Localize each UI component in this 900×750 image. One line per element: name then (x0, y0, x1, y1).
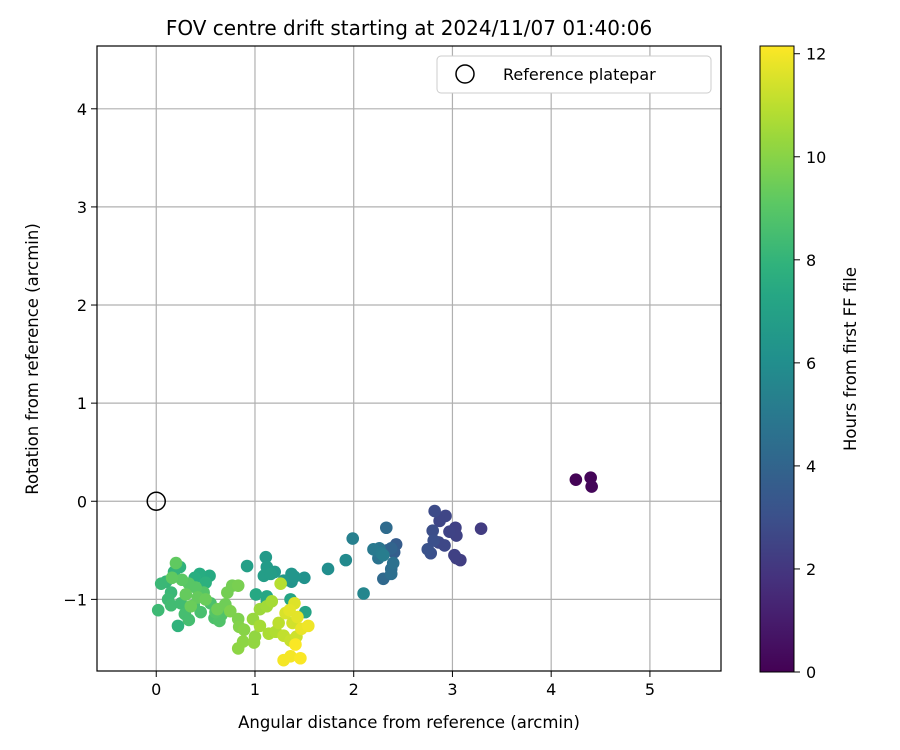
data-point (474, 522, 488, 536)
x-tick-label: 0 (151, 680, 161, 699)
colorbar-tick-label: 4 (806, 457, 816, 476)
data-point (265, 595, 279, 608)
data-point (179, 588, 193, 601)
data-point (421, 543, 435, 556)
data-point (585, 480, 598, 493)
data-point (182, 613, 196, 627)
data-point (184, 599, 198, 613)
data-point (169, 556, 183, 570)
colorbar-ticks: 0 2 4 6 8 10 12 (794, 45, 826, 682)
data-point (384, 567, 398, 581)
x-axis-ticks: 0 1 2 3 4 5 (151, 671, 655, 699)
data-point (199, 593, 212, 606)
x-tick-label: 4 (546, 680, 556, 699)
colorbar-tick-label: 2 (806, 560, 816, 579)
data-point (426, 524, 439, 537)
x-tick-label: 1 (250, 680, 260, 699)
colorbar-tick-label: 12 (806, 45, 826, 64)
data-point (448, 548, 461, 562)
colorbar-tick-label: 10 (806, 148, 826, 167)
y-tick-label: 1 (77, 394, 87, 413)
y-axis-label: Rotation from reference (arcmin) (23, 223, 42, 495)
data-point (427, 534, 440, 547)
legend-marker (455, 64, 475, 84)
data-point (377, 548, 390, 562)
data-point (277, 653, 290, 667)
data-point (301, 619, 315, 633)
chart-title: FOV centre drift starting at 2024/11/07 … (166, 16, 652, 40)
data-point (294, 651, 307, 665)
y-tick-label: 4 (77, 100, 87, 119)
legend: Reference platepar (436, 55, 712, 94)
data-point (249, 588, 263, 601)
data-point (379, 521, 393, 535)
data-point (264, 567, 278, 581)
data-point (194, 605, 207, 619)
data-point (253, 619, 267, 633)
data-point (175, 573, 189, 587)
colorbar-tick-label: 8 (806, 251, 816, 270)
colorbar-tick-label: 6 (806, 354, 816, 373)
x-tick-label: 5 (645, 680, 655, 699)
data-point (428, 504, 441, 518)
data-point (386, 556, 400, 570)
data-point (240, 559, 254, 573)
data-point (443, 525, 456, 538)
data-point (231, 579, 245, 592)
data-point (199, 576, 212, 589)
x-tick-label: 3 (447, 680, 457, 699)
data-point (171, 619, 185, 633)
x-axis-label: Angular distance from reference (arcmin) (238, 713, 580, 732)
data-point (291, 610, 304, 624)
colorbar (759, 45, 795, 673)
plot-frame (96, 45, 722, 672)
data-point (357, 587, 370, 600)
data-point (274, 577, 287, 590)
data-point (223, 604, 237, 618)
data-point (272, 616, 285, 630)
data-point (236, 635, 250, 648)
x-tick-label: 2 (349, 680, 359, 699)
data-point (154, 577, 168, 590)
y-tick-label: 2 (77, 296, 87, 315)
y-tick-label: −1 (63, 590, 87, 609)
data-point (321, 562, 335, 576)
data-point (569, 473, 583, 486)
y-tick-label: 0 (77, 492, 87, 511)
data-point (248, 630, 262, 643)
reference-platepar-marker (146, 491, 166, 512)
y-tick-label: 3 (77, 198, 87, 217)
data-point (289, 638, 302, 651)
data-point (346, 532, 360, 545)
y-axis-ticks: −1 0 1 2 3 4 (63, 100, 97, 609)
legend-label: Reference platepar (503, 65, 656, 84)
data-point (164, 598, 178, 612)
data-point (165, 571, 179, 585)
colorbar-label: Hours from first FF file (841, 267, 860, 451)
grid-lines (97, 46, 721, 671)
data-point (339, 553, 353, 567)
data-point (298, 571, 311, 585)
data-points (151, 471, 598, 667)
data-point (151, 603, 165, 617)
data-point (259, 550, 273, 564)
legend-box (436, 55, 712, 94)
data-point (433, 514, 446, 528)
colorbar-tick-label: 0 (806, 663, 816, 682)
data-point (237, 623, 251, 637)
data-point (288, 570, 301, 584)
